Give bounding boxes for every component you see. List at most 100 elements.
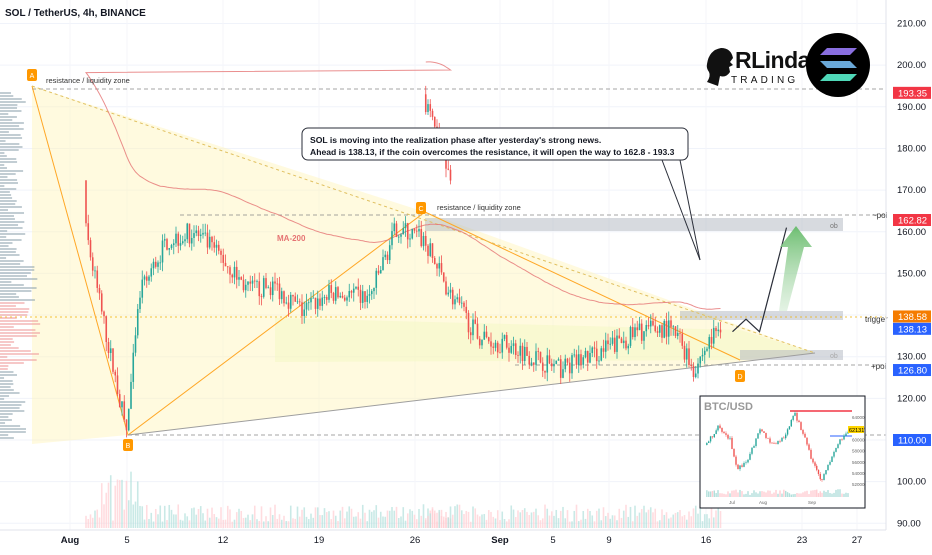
volume-bar xyxy=(573,510,576,528)
candle-body xyxy=(301,302,303,317)
candle-body xyxy=(139,297,141,310)
inset-candle-body xyxy=(721,427,723,432)
note-box[interactable] xyxy=(301,127,689,161)
inset-volume-bar xyxy=(845,492,847,497)
price-tick-label: 210.00 xyxy=(897,19,926,30)
inset-candle-body xyxy=(763,431,765,433)
candle-body xyxy=(643,331,645,341)
inset-volume-bar xyxy=(767,490,769,497)
profile-bar xyxy=(0,371,14,373)
volume-bar xyxy=(492,516,495,528)
inset-candle-body xyxy=(708,441,710,443)
volume-bar xyxy=(186,516,189,528)
volume-bar xyxy=(85,515,87,528)
candle-body xyxy=(213,242,216,248)
profile-bar xyxy=(0,242,13,244)
order-block-zones xyxy=(425,218,843,360)
price-tick-label: 90.00 xyxy=(897,518,921,529)
inset-volume-bar xyxy=(786,492,789,497)
candle-body xyxy=(296,301,299,303)
volume-bar xyxy=(530,512,533,528)
volume-bar xyxy=(640,509,643,528)
candle-body xyxy=(431,110,434,117)
profile-bar xyxy=(0,293,17,295)
price-tag-bg xyxy=(893,434,931,446)
candle-body xyxy=(238,277,240,280)
brand-logo: RLinda TRADING xyxy=(706,47,811,86)
solana-bar-2 xyxy=(820,61,857,68)
candle-body xyxy=(307,302,310,304)
volume-bar xyxy=(564,518,567,528)
volume-bar xyxy=(231,521,234,528)
inset-volume-bar xyxy=(719,493,721,497)
candle-body xyxy=(229,267,231,275)
inset-volume-bar xyxy=(713,490,715,497)
inset-volume-bar xyxy=(796,492,798,497)
candle-body xyxy=(586,350,589,363)
volume-bar xyxy=(339,510,342,528)
inset-volume-bar xyxy=(769,490,771,497)
volume-bar xyxy=(539,520,542,528)
profile-bar xyxy=(0,95,14,97)
volume-bar xyxy=(593,521,596,528)
candle-body xyxy=(305,302,308,310)
candle-body xyxy=(418,229,420,232)
inset-candle-body xyxy=(719,425,721,428)
time-axis[interactable]: Aug 5 12 19 26 Sep 5 9 16 23 27 xyxy=(61,535,863,546)
candle-body xyxy=(114,371,117,376)
volume-bar xyxy=(514,517,517,528)
candle-body xyxy=(647,324,650,327)
candle-body xyxy=(233,266,236,278)
volume-bar xyxy=(118,480,121,528)
candle-body xyxy=(499,352,501,354)
volume-bar xyxy=(490,511,492,528)
candle-body xyxy=(681,333,684,346)
inset-candle-body xyxy=(821,479,823,480)
candle-body xyxy=(710,336,713,344)
profile-bar xyxy=(0,377,5,379)
inset-volume-bar xyxy=(843,493,845,497)
inset-volume-bar xyxy=(827,490,829,497)
profile-bar xyxy=(0,365,9,367)
candle-body xyxy=(625,340,627,349)
time-tick-label: 27 xyxy=(852,535,863,546)
inset-candle-body xyxy=(831,456,833,462)
candle-body xyxy=(235,266,238,280)
volume-bar xyxy=(204,520,207,528)
volume-bar xyxy=(607,512,609,528)
volume-bar xyxy=(265,516,267,528)
profile-bar xyxy=(0,167,7,169)
profile-bar xyxy=(0,104,18,106)
candle-body xyxy=(503,335,506,339)
volume-bar xyxy=(346,511,348,528)
candle-body xyxy=(694,373,697,378)
volume-bar xyxy=(580,519,582,528)
volume-bar xyxy=(469,521,472,528)
candle-body xyxy=(379,269,382,274)
profile-bar xyxy=(0,290,32,292)
volume-bar xyxy=(229,509,231,528)
inset-candle-body xyxy=(749,453,751,460)
inset-candle-body xyxy=(816,465,818,470)
volume-bar xyxy=(546,508,549,528)
volume-bar xyxy=(301,509,303,528)
candle-body xyxy=(242,279,245,291)
inset-candle-body xyxy=(779,441,781,442)
volume-bar xyxy=(604,516,607,528)
profile-bar xyxy=(0,182,18,184)
volume-bar xyxy=(184,513,186,528)
volume-bar xyxy=(411,510,414,528)
volume-bar xyxy=(314,507,317,528)
candle-body xyxy=(303,309,306,317)
candle-body xyxy=(373,287,375,292)
brand-subtitle: TRADING xyxy=(731,75,798,86)
volume-bar xyxy=(622,510,625,528)
inset-candle-body xyxy=(825,470,827,475)
candle-body xyxy=(206,232,209,248)
candle-body xyxy=(343,297,346,301)
inset-candle-body xyxy=(725,433,727,435)
candle-body xyxy=(665,320,668,337)
volume-bar xyxy=(328,511,330,528)
candle-body xyxy=(125,419,128,431)
